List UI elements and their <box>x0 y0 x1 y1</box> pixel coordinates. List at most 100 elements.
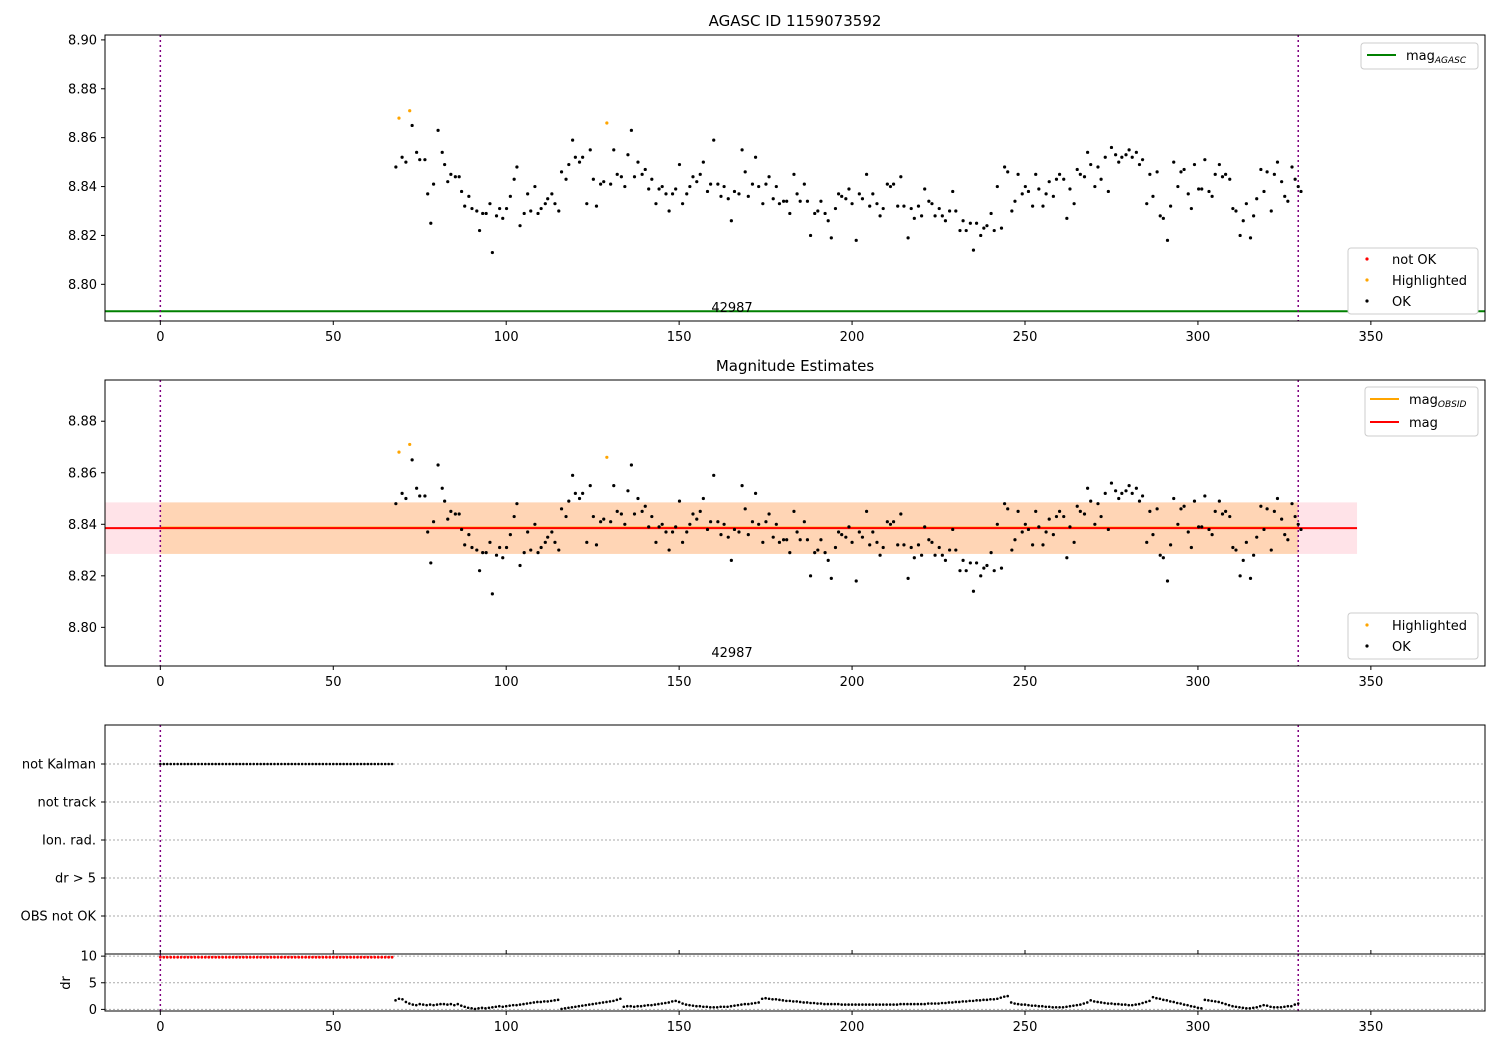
ok-point <box>1265 170 1269 174</box>
ok-point <box>1051 532 1055 537</box>
dr-point <box>1248 1007 1252 1010</box>
not-kalman-point <box>245 762 249 766</box>
ok-point <box>670 530 675 534</box>
dr-flagged-point <box>176 955 180 959</box>
ok-point <box>1182 167 1186 172</box>
dr-point <box>919 1002 923 1006</box>
highlighted-point <box>605 455 609 459</box>
ok-point <box>615 172 619 176</box>
ok-point <box>1290 165 1294 169</box>
ok-point <box>857 530 861 534</box>
dr-flagged-point <box>318 955 321 959</box>
ok-point <box>802 182 806 186</box>
ok-point <box>871 530 875 534</box>
dr-point <box>1096 1000 1099 1004</box>
dr-point <box>978 999 982 1002</box>
dr-point <box>1227 1003 1231 1007</box>
dr-point <box>428 1003 432 1006</box>
dr-point <box>996 997 999 1001</box>
not-kalman-point <box>200 762 204 766</box>
x-tick-label: 200 <box>840 330 865 345</box>
ok-point <box>712 138 716 142</box>
y-tick-label: 0 <box>89 1003 97 1018</box>
ok-point <box>536 211 540 216</box>
ok-point <box>691 175 695 179</box>
ok-point <box>722 184 726 189</box>
dr-point <box>1051 1005 1054 1009</box>
dr-point <box>899 1002 902 1006</box>
y-tick-label: 8.86 <box>68 466 97 481</box>
ok-point <box>753 155 758 159</box>
ok-point <box>940 214 944 218</box>
ok-point <box>1023 184 1027 189</box>
dr-flagged-point <box>345 955 349 959</box>
ok-point <box>1103 491 1107 495</box>
ok-point <box>933 214 937 218</box>
ok-point <box>819 199 823 203</box>
obsid-label: 42987 <box>711 646 752 661</box>
dr-point <box>823 1002 826 1006</box>
ok-point <box>968 221 972 225</box>
dr-point <box>587 1003 591 1006</box>
ok-point <box>1197 525 1201 529</box>
dr-point <box>421 1003 425 1006</box>
dr-point <box>1006 994 1010 998</box>
ok-point <box>599 520 603 524</box>
dr-point <box>1124 1003 1127 1006</box>
ok-point <box>647 525 651 529</box>
ok-point <box>896 543 900 547</box>
not-kalman-point <box>169 762 173 766</box>
ok-point <box>612 484 616 488</box>
ok-point <box>860 197 865 201</box>
dr-point <box>1079 1003 1082 1006</box>
legend-label: mag <box>1406 49 1435 64</box>
not-kalman-point <box>280 762 283 766</box>
dr-point <box>861 1003 864 1006</box>
ok-point <box>1051 194 1055 198</box>
dr-flagged-point <box>297 955 301 959</box>
dr-point <box>1179 1002 1182 1005</box>
dr-point <box>1241 1006 1245 1010</box>
ok-point <box>819 538 823 542</box>
ok-point <box>989 551 993 555</box>
plot-frame <box>104 379 1486 667</box>
ok-point <box>971 589 976 593</box>
ok-point <box>429 561 433 565</box>
dr-point <box>515 1003 518 1007</box>
ok-point <box>504 206 509 211</box>
ok-point <box>449 509 453 514</box>
dr-flagged-point <box>241 955 245 959</box>
dr-point <box>411 1003 415 1006</box>
ok-point <box>729 558 733 562</box>
dr-point <box>930 1002 933 1005</box>
dr-point <box>1200 1007 1203 1010</box>
dr-flagged-point <box>366 955 370 959</box>
ok-point <box>546 197 550 201</box>
ok-point <box>781 199 786 203</box>
legend-subscript: OBSID <box>1438 400 1467 410</box>
ok-point <box>1169 204 1173 208</box>
ok-point <box>764 182 768 186</box>
ok-point <box>1010 548 1014 552</box>
ok-point <box>436 463 440 467</box>
ok-point <box>836 192 841 196</box>
ok-point <box>643 504 647 508</box>
ok-point <box>515 502 519 506</box>
dr-point <box>698 1004 702 1008</box>
ok-point <box>426 530 430 534</box>
ok-point <box>446 180 450 184</box>
ok-point <box>457 512 461 516</box>
dr-point <box>1061 1005 1065 1009</box>
ok-point <box>553 540 557 544</box>
ok-point <box>1145 540 1149 544</box>
dr-flagged-point <box>255 955 259 959</box>
ok-point <box>588 484 592 488</box>
dr-point <box>567 1006 570 1010</box>
ok-point <box>1057 172 1062 176</box>
dr-point <box>1196 1006 1200 1010</box>
ok-point <box>1034 509 1038 514</box>
dr-point <box>446 1003 449 1006</box>
not-kalman-point <box>255 762 259 766</box>
ok-point <box>767 175 771 179</box>
ok-point <box>463 543 467 547</box>
